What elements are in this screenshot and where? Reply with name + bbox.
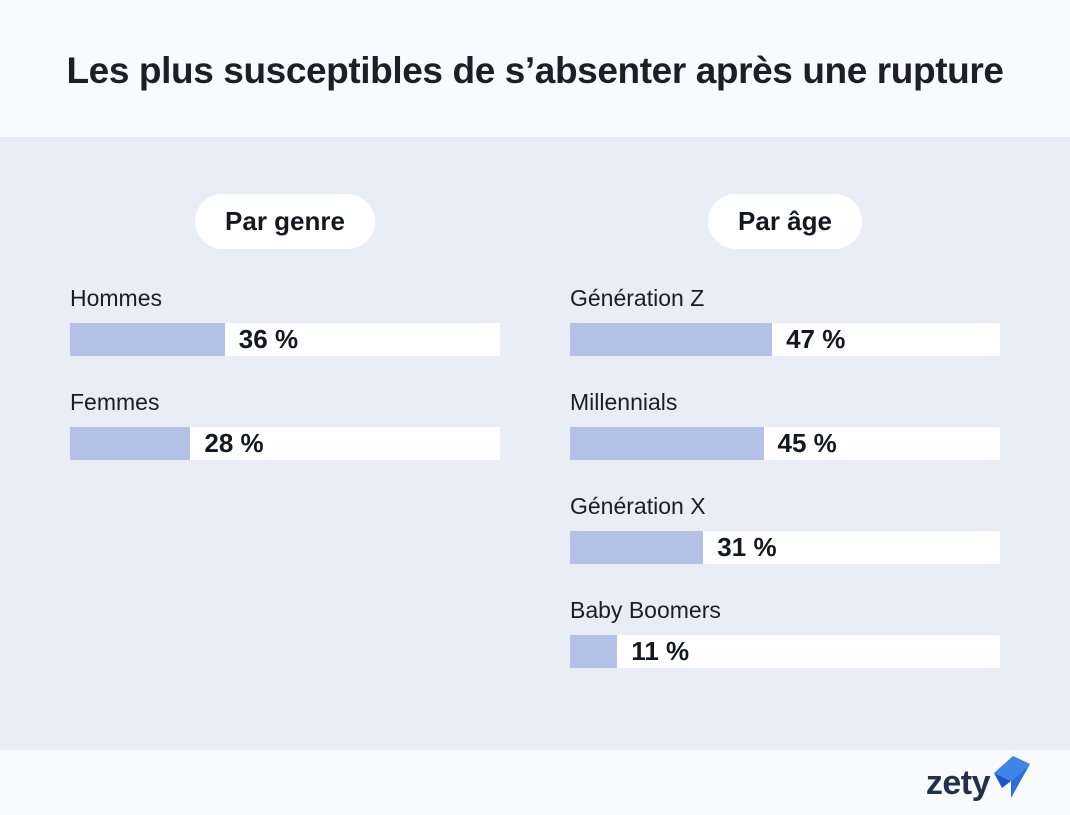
chart-column-genre: Par genre Hommes 36 % Femmes 28 % (70, 194, 500, 493)
bar-row: Génération Z 47 % (570, 285, 1000, 356)
zety-logo-text: zety (925, 763, 991, 802)
bar-category-label: Millennials (570, 389, 678, 415)
bar-fill (570, 427, 764, 460)
bar-track: 36 % (70, 323, 500, 356)
bar-category-label: Femmes (70, 389, 160, 415)
section-pill-wrap: Par genre (70, 194, 500, 249)
page-title: Les plus susceptibles de s’absenter aprè… (66, 49, 1004, 91)
bar-value-label: 45 % (777, 428, 837, 458)
bar-fill (70, 323, 225, 356)
bar-track: 45 % (570, 427, 1000, 460)
bar-row: Hommes 36 % (70, 285, 500, 356)
section-pill-age: Par âge (708, 194, 862, 249)
bar-fill (570, 531, 704, 564)
bar-row: Femmes 28 % (70, 389, 500, 460)
chart-area: Par genre Hommes 36 % Femmes 28 % Par âge G… (0, 138, 1070, 749)
bar-value-label: 11 % (631, 636, 690, 666)
bar-track: 47 % (570, 323, 1000, 356)
bar-row: Millennials 45 % (570, 389, 1000, 460)
bar-value-label: 47 % (786, 324, 846, 354)
bar-category-label: Génération X (570, 493, 706, 519)
bar-category-label: Génération Z (570, 285, 705, 311)
bar-value-label: 36 % (238, 324, 299, 354)
bar-value-label: 28 % (204, 428, 264, 458)
section-pill-genre: Par genre (195, 194, 375, 249)
zety-logo: zety (925, 755, 1032, 805)
bar-row: Baby Boomers 11 % (570, 597, 1000, 668)
footer: zety (0, 749, 1070, 815)
header: Les plus susceptibles de s’absenter aprè… (0, 0, 1070, 138)
bar-row: Génération X 31 % (570, 493, 1000, 564)
bar-track: 31 % (570, 531, 1000, 564)
bar-track: 28 % (70, 427, 500, 460)
bar-fill (70, 427, 191, 460)
chart-column-age: Par âge Génération Z 47 % Millennials 45 % G… (570, 194, 1000, 701)
zety-logo-arrow-icon (994, 755, 1030, 798)
bar-fill (570, 323, 773, 356)
bar-value-label: 31 % (717, 532, 777, 562)
bar-category-label: Hommes (70, 285, 163, 311)
bar-fill (570, 635, 618, 668)
section-pill-wrap: Par âge (570, 194, 1000, 249)
bar-category-label: Baby Boomers (570, 597, 721, 623)
bar-track: 11 % (570, 635, 1000, 668)
